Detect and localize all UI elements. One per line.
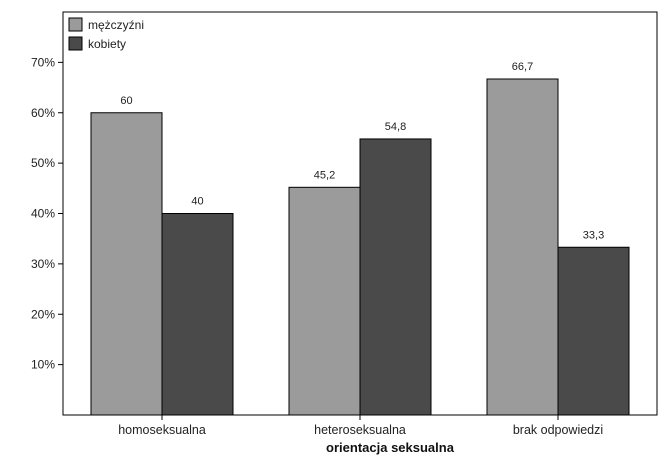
y-tick-label: 70%	[31, 55, 55, 69]
y-tick-label: 30%	[31, 257, 55, 271]
bar-women-1	[161, 213, 234, 416]
data-label: 40	[191, 196, 203, 208]
bar-men-2	[288, 186, 361, 416]
x-axis: homoseksualna heteroseksualna brak odpowie…	[118, 415, 603, 437]
data-label: 54,8	[385, 121, 406, 133]
legend-swatch	[68, 36, 83, 51]
data-label: 33,3	[583, 229, 604, 241]
legend-swatch	[68, 17, 83, 32]
x-tick-label: homoseksualna	[118, 423, 206, 437]
bar-men-3	[486, 78, 559, 416]
x-tick-label: brak odpowiedzi	[513, 423, 603, 437]
y-axis: 10% 20% 30% 40% 50% 60% 70%	[31, 55, 63, 372]
bar-women-3	[557, 246, 630, 416]
legend-label: kobiety	[88, 37, 126, 51]
value-labels-layer: 60 40 45,2 54,8 66,7 33,3	[120, 61, 604, 241]
y-tick-label: 60%	[31, 106, 55, 120]
y-tick-label: 20%	[31, 307, 55, 321]
bar-women-2	[359, 138, 432, 416]
legend-label: mężczyźni	[88, 18, 144, 32]
y-tick-label: 40%	[31, 207, 55, 221]
bars-layer	[90, 78, 630, 416]
data-label: 45,2	[314, 169, 335, 181]
x-tick-label: heteroseksualna	[314, 423, 406, 437]
y-tick-label: 10%	[31, 358, 55, 372]
bar-men-1	[90, 112, 163, 416]
data-label: 66,7	[512, 61, 533, 73]
y-tick-label: 50%	[31, 156, 55, 170]
data-label: 60	[120, 95, 132, 107]
legend: mężczyźni kobiety	[68, 17, 144, 51]
x-axis-title: orientacja seksualna	[326, 440, 455, 455]
